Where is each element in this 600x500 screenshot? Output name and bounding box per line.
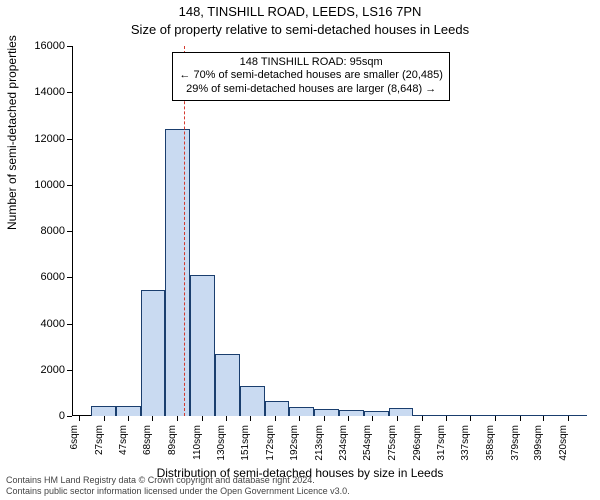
x-tick (79, 416, 80, 421)
x-tick (446, 416, 447, 421)
footer-line2: Contains public sector information licen… (6, 486, 350, 497)
annotation-line2: ← 70% of semi-detached houses are smalle… (179, 69, 443, 83)
y-tick-label: 10000 (34, 179, 65, 191)
x-tick (495, 416, 496, 421)
histogram-bar (339, 410, 364, 416)
y-axis-line (72, 46, 73, 416)
plot-area (72, 46, 574, 416)
y-tick-label: 4000 (41, 318, 65, 330)
histogram-bar (240, 386, 265, 416)
x-tick (397, 416, 398, 421)
x-tick (226, 416, 227, 421)
y-tick (67, 92, 72, 93)
reference-line (184, 46, 185, 416)
y-tick-label: 8000 (41, 225, 65, 237)
x-tick (202, 416, 203, 421)
plot-inner (72, 46, 574, 416)
histogram-bar (488, 415, 513, 416)
y-tick (67, 370, 72, 371)
y-axis-title-text: Number of semi-detached properties (5, 35, 19, 230)
y-tick-label: 16000 (34, 40, 65, 52)
histogram-bar (389, 408, 414, 416)
histogram-bar (314, 409, 339, 416)
x-tick (470, 416, 471, 421)
x-tick (128, 416, 129, 421)
y-tick-label: 12000 (34, 133, 65, 145)
histogram-bar (364, 411, 389, 416)
x-tick (104, 416, 105, 421)
x-tick (177, 416, 178, 421)
histogram-bar (537, 415, 562, 416)
histogram-bar (165, 129, 190, 416)
x-tick (348, 416, 349, 421)
y-tick-label: 0 (59, 410, 65, 422)
histogram-bar (265, 401, 290, 416)
x-tick (422, 416, 423, 421)
y-tick (67, 46, 72, 47)
annotation-box: 148 TINSHILL ROAD: 95sqm← 70% of semi-de… (172, 52, 450, 101)
x-tick (275, 416, 276, 421)
annotation-line3: 29% of semi-detached houses are larger (… (179, 83, 443, 97)
x-tick (324, 416, 325, 421)
histogram-bar (562, 415, 587, 416)
histogram-bar (513, 415, 538, 416)
chart-root: { "titles": { "main": "148, TINSHILL ROA… (0, 0, 600, 500)
y-tick-label: 14000 (34, 86, 65, 98)
footer: Contains HM Land Registry data © Crown c… (6, 475, 350, 497)
y-tick (67, 185, 72, 186)
y-tick-label: 2000 (41, 364, 65, 376)
y-tick (67, 277, 72, 278)
histogram-bar (289, 407, 314, 416)
histogram-bar (413, 415, 438, 416)
y-tick (67, 324, 72, 325)
x-tick (372, 416, 373, 421)
histogram-bar (91, 406, 116, 416)
histogram-bar (190, 275, 215, 416)
footer-line1: Contains HM Land Registry data © Crown c… (6, 475, 350, 486)
y-tick (67, 139, 72, 140)
annotation-line1: 148 TINSHILL ROAD: 95sqm (179, 56, 443, 70)
histogram-bar (116, 406, 141, 416)
x-tick (543, 416, 544, 421)
histogram-bar (215, 354, 240, 416)
y-tick (67, 231, 72, 232)
y-tick-label: 6000 (41, 271, 65, 283)
histogram-bar (141, 290, 166, 416)
y-axis-title: Number of semi-detached properties (5, 35, 19, 230)
title-main: 148, TINSHILL ROAD, LEEDS, LS16 7PN (0, 4, 600, 19)
x-tick (250, 416, 251, 421)
y-tick (67, 416, 72, 417)
title-sub: Size of property relative to semi-detach… (0, 22, 600, 37)
x-tick (299, 416, 300, 421)
histogram-bar (463, 415, 488, 416)
x-tick (568, 416, 569, 421)
x-tick (152, 416, 153, 421)
histogram-bar (438, 415, 463, 416)
x-tick (520, 416, 521, 421)
